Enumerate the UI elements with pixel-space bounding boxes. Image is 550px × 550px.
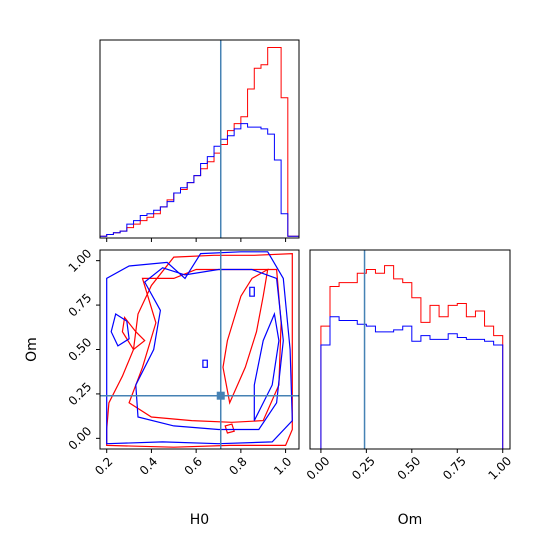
contour-red-line xyxy=(128,268,282,423)
contour-series-group xyxy=(100,250,299,449)
contour-blue-line xyxy=(135,267,284,431)
contour-blue-line xyxy=(249,286,255,297)
truth-marker xyxy=(216,391,225,400)
histogram-H0-panel xyxy=(99,39,300,242)
histogram-H0-frame xyxy=(99,39,300,239)
x-axis-label-H0: H0 xyxy=(190,512,209,528)
histogram-Om-red-series xyxy=(320,265,504,449)
contour-blue-line xyxy=(202,359,208,368)
contour-red-line xyxy=(121,316,146,351)
contour-blue-line xyxy=(106,251,293,445)
contour-red-line xyxy=(106,252,293,448)
histogram-H0-blue-series xyxy=(100,123,299,237)
contour-red-line xyxy=(224,423,235,434)
histogram-H0-series-group xyxy=(100,40,299,238)
x-axis-label-Om: Om xyxy=(398,512,423,528)
histogram-Om-series-group xyxy=(320,250,504,449)
y-axis-label-Om: Om xyxy=(24,337,40,362)
contour-blue-line xyxy=(110,313,130,347)
contour-red-line xyxy=(222,268,269,405)
histogram-Om-blue-series xyxy=(320,316,504,449)
contour-blue-line xyxy=(253,311,280,421)
histogram-Om-frame xyxy=(309,249,511,450)
